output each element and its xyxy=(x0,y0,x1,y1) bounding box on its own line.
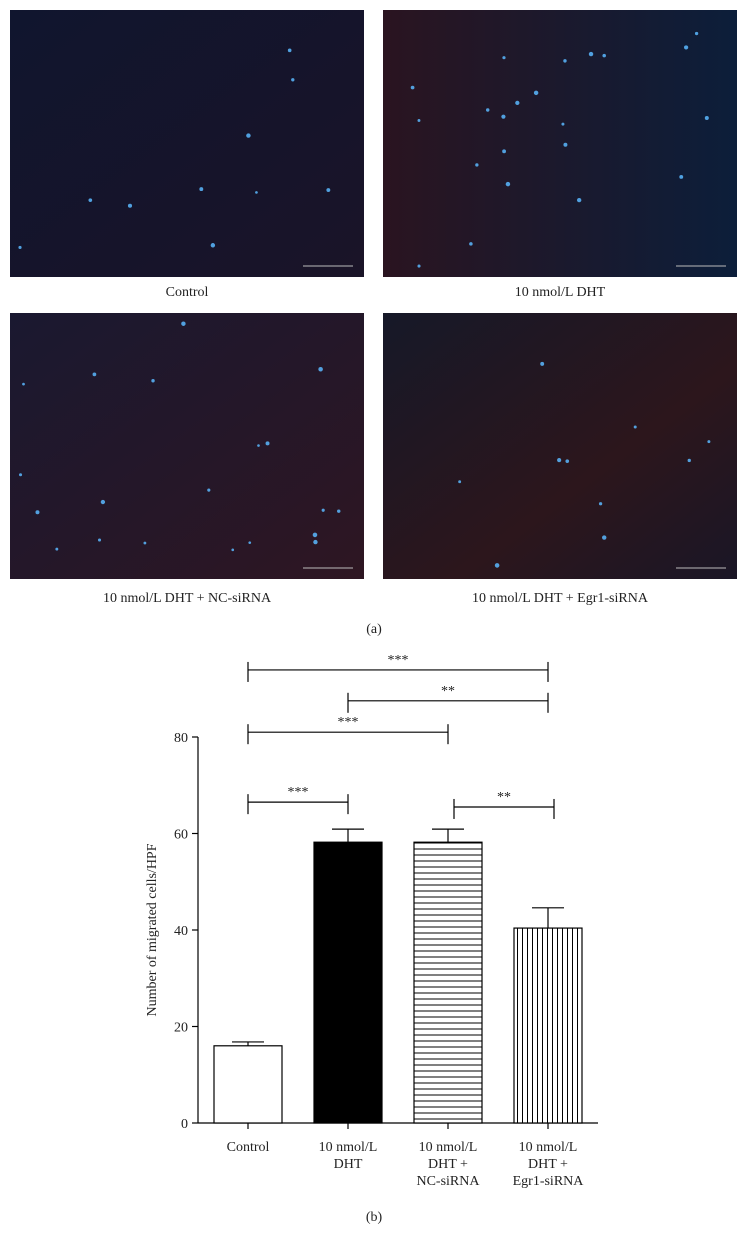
significance-label: *** xyxy=(288,785,309,800)
cell-dot xyxy=(337,509,341,513)
cell-dot xyxy=(563,59,567,63)
cell-dot xyxy=(485,108,490,112)
cell-dot xyxy=(55,547,59,551)
cell-dot xyxy=(127,203,133,208)
cell-dot xyxy=(246,133,251,138)
cell-dot xyxy=(683,45,689,50)
cell-dot xyxy=(321,508,325,512)
caption: 10 nmol/L DHT + Egr1-siRNA xyxy=(472,591,649,606)
y-tick-label: 0 xyxy=(181,1117,188,1132)
cell-dot xyxy=(287,48,292,53)
y-tick-label: 20 xyxy=(174,1021,188,1036)
cell-dot xyxy=(707,440,711,444)
x-tick-label: 10 nmol/L DHT + NC-siRNA xyxy=(416,1140,480,1189)
cell-dot xyxy=(255,191,258,194)
cell-dot xyxy=(501,114,506,119)
scale-bars xyxy=(303,265,726,569)
x-tick-label: 10 nmol/L DHT + Egr1-siRNA xyxy=(512,1140,584,1189)
cell-dot xyxy=(88,198,93,202)
cell-dot xyxy=(18,245,22,250)
significance-label: ** xyxy=(497,790,511,805)
cell-dot xyxy=(35,510,40,515)
y-tick-label: 40 xyxy=(174,924,188,939)
cell-dot xyxy=(210,243,216,248)
cell-dot xyxy=(257,444,260,447)
cell-dot xyxy=(502,56,506,60)
cell-dot xyxy=(151,379,155,383)
cell-dot xyxy=(417,119,421,122)
cell-dot xyxy=(679,174,684,179)
cell-dot xyxy=(602,535,607,540)
cell-dot xyxy=(576,197,582,203)
cell-dot xyxy=(417,264,421,268)
cell-dot xyxy=(143,541,147,545)
cell-dot xyxy=(633,425,637,429)
cell-dot xyxy=(694,31,699,36)
cell-dot xyxy=(458,480,462,484)
cell-dot xyxy=(265,441,270,446)
significance-label: *** xyxy=(388,653,409,668)
panel-label: (a) xyxy=(366,622,382,637)
cell-dot xyxy=(502,149,506,154)
x-tick-label: 10 nmol/L DHT xyxy=(318,1140,378,1172)
cell-dot xyxy=(92,372,97,377)
micrograph xyxy=(10,10,364,277)
micrograph xyxy=(383,313,737,579)
caption: Control xyxy=(166,285,209,300)
cell-dot xyxy=(326,188,331,193)
cell-dots xyxy=(18,31,711,568)
caption: 10 nmol/L DHT xyxy=(515,285,606,300)
y-tick-label: 60 xyxy=(174,828,188,843)
cell-dot xyxy=(312,532,318,538)
cell-dot xyxy=(97,538,102,542)
cell-dot xyxy=(561,122,565,126)
y-axis-label: Number of migrated cells/HPF xyxy=(145,843,160,1016)
cell-dot xyxy=(494,563,500,568)
micrograph xyxy=(10,313,364,579)
cell-dot xyxy=(563,142,568,147)
bar xyxy=(413,841,483,1124)
cell-dot xyxy=(515,100,520,105)
cell-dot xyxy=(291,78,295,82)
cell-dot xyxy=(231,548,235,552)
significance-label: ** xyxy=(441,684,455,699)
cell-dot xyxy=(505,181,511,187)
cell-dot xyxy=(598,502,603,506)
cell-dot xyxy=(469,242,473,246)
cell-dot xyxy=(588,51,594,57)
x-tick-label: Control xyxy=(226,1140,270,1155)
cell-dot xyxy=(18,473,23,477)
cell-dot xyxy=(318,367,323,372)
cell-dot xyxy=(313,539,318,545)
bar xyxy=(513,927,583,1124)
cell-dot xyxy=(565,459,570,463)
cell-dot xyxy=(207,488,211,492)
bar xyxy=(313,841,383,1124)
significance-label: *** xyxy=(338,715,359,730)
caption: 10 nmol/L DHT + NC-siRNA xyxy=(103,591,272,606)
y-tick-label: 80 xyxy=(174,731,188,746)
cell-dot xyxy=(704,115,709,120)
cell-dot xyxy=(475,163,479,167)
cell-dot xyxy=(533,90,539,96)
cell-dot xyxy=(181,321,186,326)
bar xyxy=(213,1045,283,1124)
cell-dot xyxy=(687,458,691,463)
cell-dot xyxy=(248,541,252,545)
cell-dot xyxy=(100,499,106,505)
cell-dot xyxy=(199,187,204,192)
cell-dot xyxy=(22,382,25,386)
cell-dot xyxy=(602,53,606,58)
cell-dot xyxy=(410,85,415,90)
cell-dot xyxy=(540,361,545,366)
panel-label: (b) xyxy=(366,1210,383,1225)
micrograph xyxy=(383,10,737,277)
cell-dot xyxy=(557,458,562,463)
